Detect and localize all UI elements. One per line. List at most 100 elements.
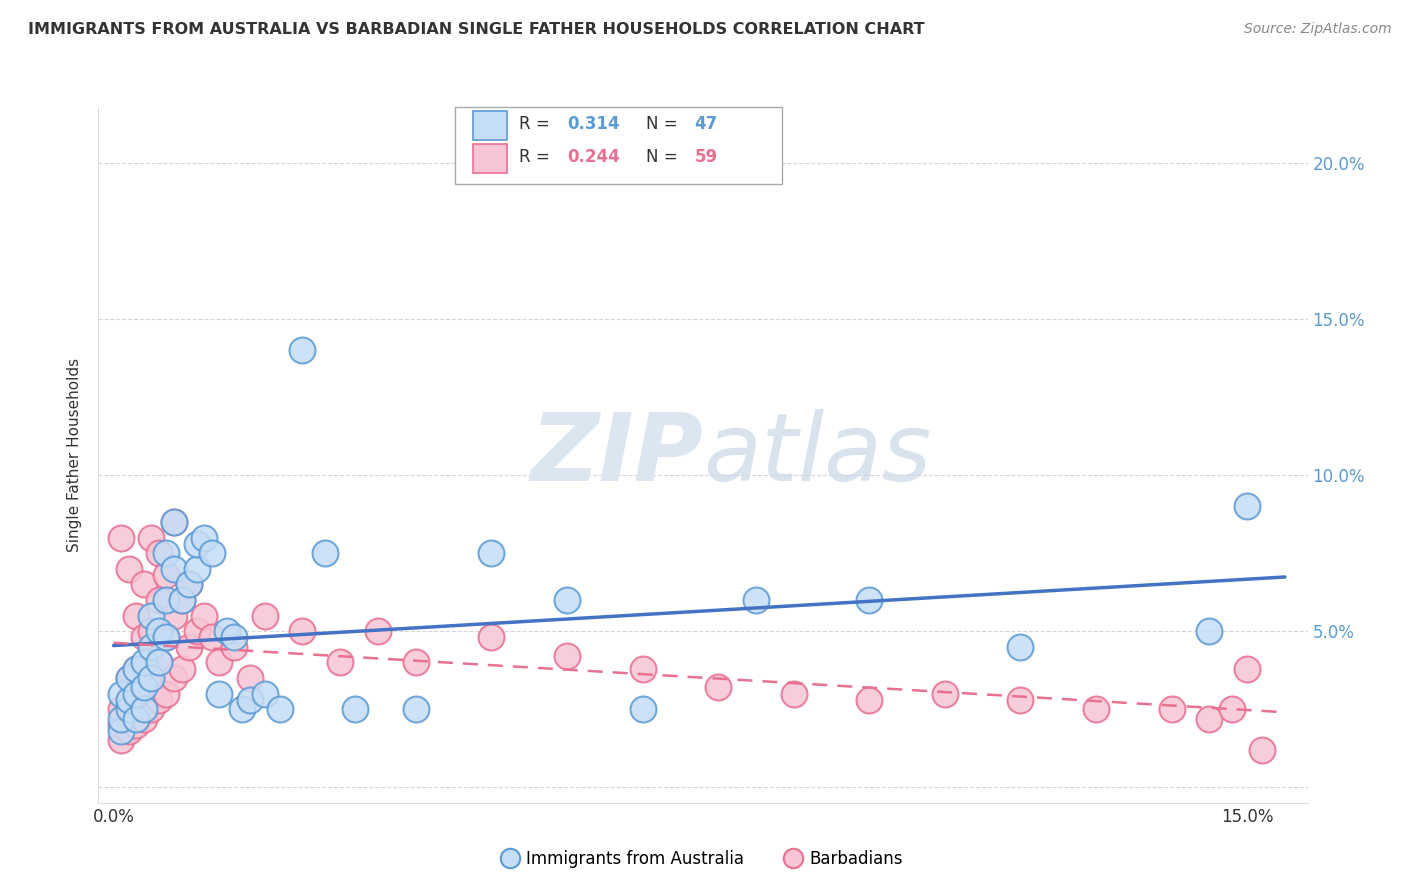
Point [1251,743,1274,757]
Point [344,702,367,716]
Point [1010,640,1032,654]
Point [148,656,170,670]
Point [163,515,186,529]
Point [707,681,730,695]
Text: 0.314: 0.314 [568,115,620,133]
Point [141,624,163,639]
Point [291,624,314,639]
Point [1085,702,1108,716]
Point [163,671,186,685]
Point [155,568,177,582]
Point [118,671,141,685]
Point [231,702,253,716]
Point [329,656,352,670]
Point [201,631,224,645]
Point [110,687,132,701]
Text: R =: R = [519,148,555,166]
Text: IMMIGRANTS FROM AUSTRALIA VS BARBADIAN SINGLE FATHER HOUSEHOLDS CORRELATION CHAR: IMMIGRANTS FROM AUSTRALIA VS BARBADIAN S… [28,22,925,37]
Bar [474,111,508,140]
Point [155,546,177,560]
Point [118,693,141,707]
Point [186,624,208,639]
Point [141,671,163,685]
Point [141,531,163,545]
Point [125,662,148,676]
Bar [474,144,508,173]
Point [170,593,193,607]
Point [132,712,155,726]
Point [125,712,148,726]
Point [179,577,201,591]
Point [193,608,215,623]
Point [783,687,806,701]
Point [858,693,880,707]
Text: 47: 47 [695,115,718,133]
Point [110,733,132,747]
Point [125,693,148,707]
Point [170,593,193,607]
Point [291,343,314,358]
Point [1198,712,1220,726]
Point [555,593,578,607]
Text: Source: ZipAtlas.com: Source: ZipAtlas.com [1244,22,1392,37]
Text: 59: 59 [695,148,717,166]
Point [631,662,654,676]
Point [141,702,163,716]
Point [148,656,170,670]
Point [141,671,163,685]
Point [555,649,578,664]
Point [186,537,208,551]
Point [934,687,956,701]
Point [179,577,201,591]
Point [405,702,427,716]
Point [631,702,654,716]
Point [118,693,141,707]
Point [201,546,224,560]
Point [253,608,276,623]
Point [1220,702,1243,716]
Point [481,546,503,560]
Point [155,687,177,701]
Point [118,702,141,716]
Point [132,656,155,670]
Point [148,546,170,560]
Point [132,702,155,716]
Point [208,656,231,670]
Point [224,640,246,654]
Point [163,562,186,576]
Point [1236,662,1258,676]
Point [1236,500,1258,514]
Point [125,662,148,676]
Point [125,687,148,701]
Point [132,681,155,695]
Point [125,718,148,732]
Point [405,656,427,670]
Point [125,608,148,623]
FancyBboxPatch shape [456,107,782,184]
Text: 0.244: 0.244 [568,148,620,166]
Point [118,671,141,685]
Point [118,724,141,739]
Text: R =: R = [519,115,555,133]
Point [148,624,170,639]
Point [239,671,262,685]
Point [1198,624,1220,639]
Legend: Immigrants from Australia, Barbadians: Immigrants from Australia, Barbadians [496,843,910,874]
Point [132,681,155,695]
Point [141,640,163,654]
Point [858,593,880,607]
Point [193,531,215,545]
Point [163,515,186,529]
Text: atlas: atlas [703,409,931,500]
Point [148,693,170,707]
Point [110,702,132,716]
Point [155,593,177,607]
Point [163,608,186,623]
Text: N =: N = [647,115,683,133]
Point [253,687,276,701]
Point [179,640,201,654]
Point [215,624,238,639]
Point [170,662,193,676]
Point [269,702,291,716]
Point [148,593,170,607]
